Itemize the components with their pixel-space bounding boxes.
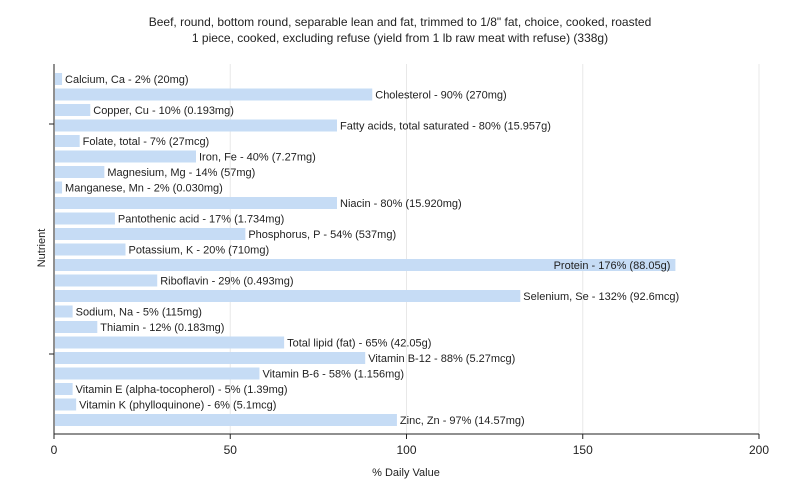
bar-label: Pantothenic acid - 17% (1.734mg) [118,214,284,226]
bar-label: Riboflavin - 29% (0.493mg) [160,276,293,288]
x-tick-label: 100 [396,443,416,457]
x-tick-label: 50 [224,443,238,457]
bar-label: Folate, total - 7% (27mcg) [83,136,210,148]
bar-label: Phosphorus, P - 54% (537mg) [248,229,396,241]
bar [55,259,676,271]
bar-label: Calcium, Ca - 2% (20mg) [65,74,188,86]
bar [55,305,73,318]
bar-label: Vitamin K (phylloquinone) - 6% (5.1mcg) [79,400,276,412]
x-tick-label: 0 [51,443,58,457]
bar [55,104,91,116]
bar [55,228,246,240]
y-axis-label: Nutrient [36,229,48,268]
bar [55,119,337,132]
x-tick-label: 200 [749,443,769,457]
bar-label: Total lipid (fat) - 65% (42.05g) [287,338,431,350]
x-tick-label: 150 [573,443,593,457]
bar-label: Cholesterol - 90% (270mg) [375,90,506,102]
bar [55,367,260,380]
bar [55,336,285,349]
chart-title: Beef, round, bottom round, separable lea… [148,15,652,29]
bar [55,150,196,163]
bar [55,243,126,256]
bar-label: Iron, Fe - 40% (7.27mg) [199,152,316,164]
bar-label: Selenium, Se - 132% (92.6mcg) [523,291,679,303]
bar [55,321,98,333]
bar [55,181,63,194]
bar [55,88,373,101]
bar [55,414,397,426]
bar-label: Zinc, Zn - 97% (14.57mg) [400,415,525,427]
bar [55,398,77,411]
bar [55,73,63,85]
bar [55,274,158,287]
bar [55,383,73,395]
bar [55,197,337,209]
bar [55,166,105,178]
x-axis-label: % Daily Value [372,467,440,479]
axes: 0 50 100 150 200 [49,64,769,457]
chart-title-block: Beef, round, bottom round, separable lea… [0,14,800,46]
bar-label: Vitamin E (alpha-tocopherol) - 5% (1.39m… [76,384,288,396]
bar [55,212,115,225]
bar [55,352,366,364]
bar-label: Potassium, K - 20% (710mg) [129,245,270,257]
bar-label: Copper, Cu - 10% (0.193mg) [93,105,234,117]
bar-label: Vitamin B-12 - 88% (5.27mcg) [368,353,515,365]
chart-subtitle: 1 piece, cooked, excluding refuse (yield… [191,31,609,45]
bar-label: Fatty acids, total saturated - 80% (15.9… [340,121,551,133]
bar [55,290,521,302]
bar [55,135,80,147]
bar-label: Vitamin B-6 - 58% (1.156mg) [262,369,404,381]
bar-label: Thiamin - 12% (0.183mg) [100,322,224,334]
bar-label: Manganese, Mn - 2% (0.030mg) [65,183,223,195]
bar-label: Niacin - 80% (15.920mg) [340,198,462,210]
bar-label: Sodium, Na - 5% (115mg) [76,307,202,319]
bar-label: Protein - 176% (88.05g) [554,260,671,272]
bar-label: Magnesium, Mg - 14% (57mg) [107,167,255,179]
bars: Calcium, Ca - 2% (20mg) Cholesterol - 90%… [55,73,679,427]
